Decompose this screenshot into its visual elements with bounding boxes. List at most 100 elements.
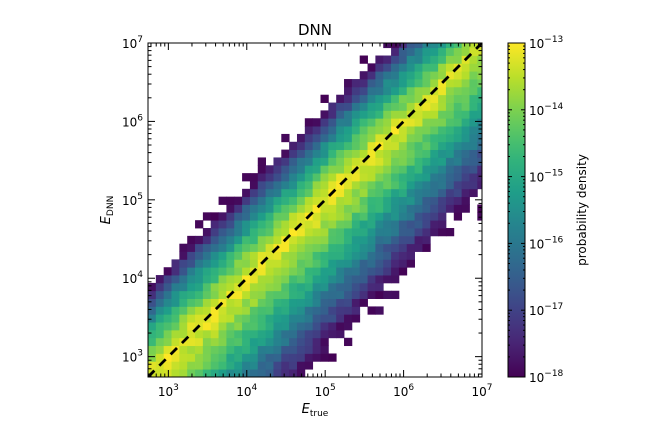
heatmap-cell <box>438 86 447 96</box>
heatmap-cell <box>296 322 306 331</box>
heatmap-cell <box>367 282 376 292</box>
heatmap-cell <box>234 361 243 370</box>
heatmap-cell <box>218 259 227 268</box>
heatmap-cell <box>445 141 455 151</box>
heatmap-cell <box>187 243 196 252</box>
heatmap-cell <box>273 259 282 268</box>
heatmap-cell <box>273 306 282 315</box>
heatmap-cell <box>485 103 493 111</box>
heatmap-cell <box>454 32 462 40</box>
heatmap-cell <box>414 157 423 166</box>
heatmap-cell <box>234 298 243 307</box>
heatmap-cell <box>375 282 384 292</box>
heatmap-cell <box>210 228 219 237</box>
heatmap-cell <box>179 298 188 307</box>
heatmap-cell <box>304 196 314 205</box>
heatmap-cell <box>312 306 321 315</box>
heatmap-cell <box>391 47 400 56</box>
heatmap-cell <box>336 259 345 268</box>
heatmap-cell <box>320 314 329 323</box>
heatmap-cell <box>375 79 384 88</box>
heatmap-cell <box>398 47 408 56</box>
heatmap-cell <box>336 298 345 307</box>
heatmap-cell <box>328 275 337 284</box>
heatmap-cell <box>383 102 392 111</box>
heatmap-cell <box>344 290 353 299</box>
heatmap-cell <box>312 212 321 221</box>
heatmap-cell <box>359 102 368 111</box>
heatmap-cell <box>485 40 493 48</box>
heatmap-cell <box>406 102 415 111</box>
heatmap-cell <box>477 55 482 64</box>
heatmap-cell <box>406 86 415 96</box>
heatmap-cell <box>320 149 329 158</box>
heatmap-cell <box>336 322 345 331</box>
heatmap-cell <box>304 259 314 268</box>
heatmap-cell <box>195 298 204 307</box>
heatmap-cell <box>359 110 368 119</box>
heatmap-cell <box>210 290 219 299</box>
heatmap-cell <box>281 188 290 198</box>
heatmap-cell <box>398 259 408 268</box>
heatmap-cell <box>312 133 321 143</box>
heatmap-cell <box>234 251 243 260</box>
heatmap-cell <box>406 180 415 190</box>
heatmap-cell <box>289 329 298 339</box>
heatmap-cell <box>210 267 219 276</box>
heatmap-cell <box>249 290 259 299</box>
heatmap-cell <box>359 290 368 299</box>
heatmap-cell <box>312 298 321 307</box>
heatmap-cell <box>485 63 493 71</box>
heatmap-cell <box>312 290 321 299</box>
heatmap-cell <box>422 86 431 96</box>
heatmap-cell <box>289 306 298 315</box>
heatmap-cell <box>438 55 447 64</box>
heatmap-cell <box>453 157 463 166</box>
heatmap-cell <box>414 165 423 174</box>
heatmap-cell <box>226 235 235 245</box>
heatmap-cell <box>289 275 298 284</box>
heatmap-cell <box>407 32 415 40</box>
heatmap-cell <box>391 259 400 268</box>
heatmap-cell <box>257 353 267 362</box>
heatmap-cell <box>242 369 251 377</box>
heatmap-cell <box>242 353 251 362</box>
heatmap-cell <box>477 165 482 174</box>
heatmap-cell <box>328 353 337 362</box>
heatmap-cell <box>383 188 392 198</box>
heatmap-cell <box>265 165 274 174</box>
heatmap-cell <box>383 55 392 64</box>
heatmap-cell <box>312 329 321 339</box>
heatmap-cell <box>422 43 431 49</box>
heatmap-cell <box>257 337 267 347</box>
heatmap-cell <box>218 314 227 323</box>
heatmap-cell <box>304 329 314 339</box>
heatmap-cell <box>469 32 477 40</box>
heatmap-cell <box>367 141 376 151</box>
heatmap-cell <box>202 361 212 370</box>
heatmap-cell <box>351 118 361 127</box>
heatmap-cell <box>414 212 423 221</box>
heatmap-cell <box>202 298 212 307</box>
heatmap-cell <box>336 165 345 174</box>
heatmap-cell <box>375 63 384 72</box>
heatmap-cell <box>273 329 282 339</box>
heatmap-cell <box>351 290 361 299</box>
heatmap-cell <box>359 126 368 135</box>
heatmap-cell <box>414 79 423 88</box>
heatmap-cell <box>289 361 298 370</box>
heatmap-cell <box>155 314 165 323</box>
heatmap-cell <box>391 126 400 135</box>
heatmap-cell <box>210 361 219 370</box>
heatmap-cell <box>234 353 243 362</box>
heatmap-cell <box>226 267 235 276</box>
heatmap-cell <box>320 329 329 339</box>
heatmap-cell <box>430 220 439 229</box>
heatmap-cell <box>171 361 180 370</box>
heatmap-cell <box>477 71 482 80</box>
heatmap-cell <box>187 361 196 370</box>
heatmap-cell <box>242 259 251 268</box>
heatmap-cell <box>163 306 172 315</box>
heatmap-cell <box>320 235 329 245</box>
heatmap-cell <box>438 133 447 143</box>
